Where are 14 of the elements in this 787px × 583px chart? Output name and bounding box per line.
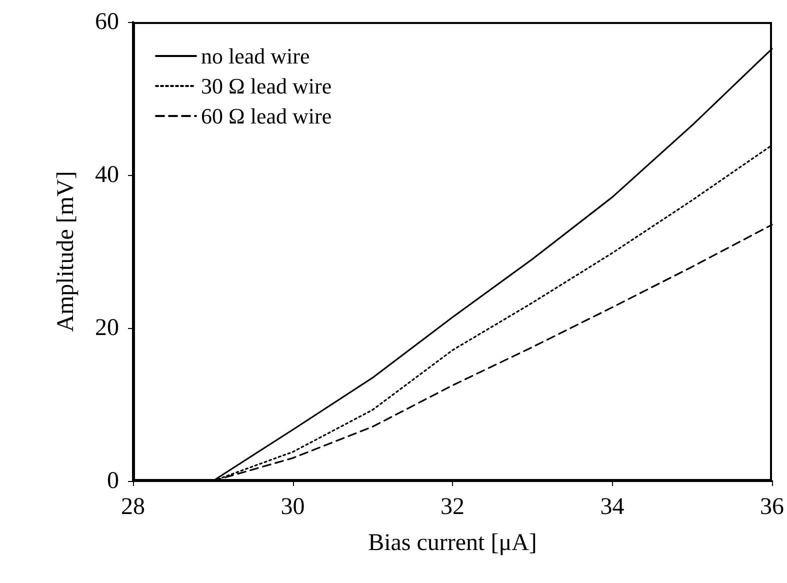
x-tick-label: 34 [600, 494, 624, 520]
y-tick-label: 20 [95, 315, 119, 341]
y-tick-label: 0 [107, 468, 119, 494]
x-axis-title: Bias current [μA] [368, 530, 537, 556]
y-tick-label: 60 [95, 9, 119, 35]
x-tick-label: 32 [440, 494, 464, 520]
y-axis-title: Amplitude [mV] [53, 171, 79, 332]
legend-label: 30 Ω lead wire [201, 74, 332, 98]
legend-label: 60 Ω lead wire [201, 104, 332, 128]
x-tick-label: 36 [760, 494, 784, 520]
x-tick-label: 28 [121, 494, 145, 520]
x-tick-label: 30 [280, 494, 305, 520]
legend-label: no lead wire [201, 44, 310, 68]
y-tick-label: 40 [95, 162, 119, 188]
